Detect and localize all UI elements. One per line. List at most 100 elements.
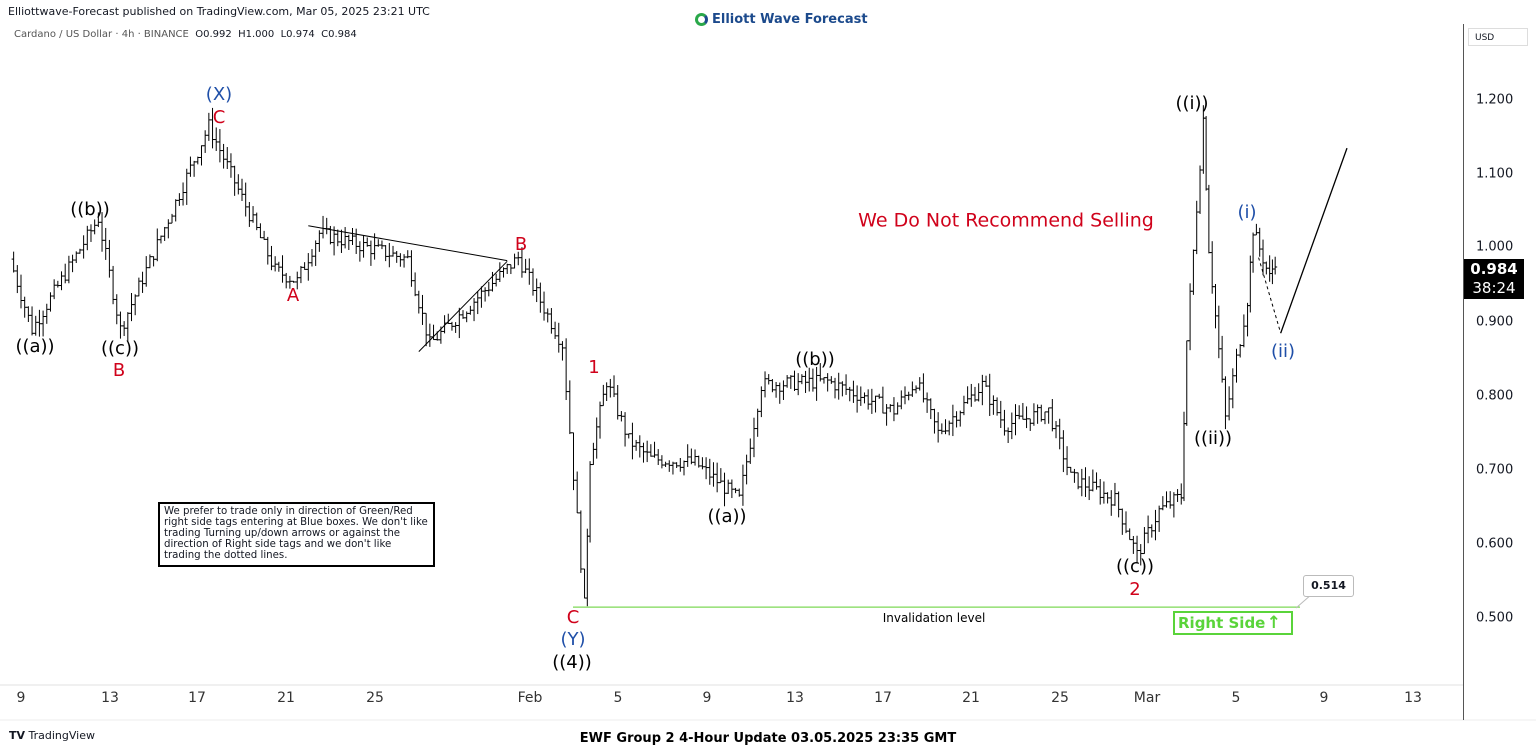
ohlc-bar	[413, 272, 418, 297]
ohlc-bar	[365, 237, 370, 247]
ohlc-bar	[1076, 472, 1081, 490]
ohlc-bar	[700, 457, 705, 470]
ohlc-bar	[594, 417, 599, 459]
ohlc-bar	[1009, 412, 1014, 440]
wave-label: ((i))	[1175, 93, 1209, 114]
right-side-label: Right Side	[1178, 614, 1266, 632]
time-tick: Mar	[1133, 690, 1161, 706]
ohlc-bar	[265, 236, 270, 265]
ohlc-bar	[1054, 421, 1059, 439]
ohlc-bar	[306, 253, 311, 281]
ohlc-bar	[1042, 411, 1047, 425]
ohlc-bar	[402, 254, 407, 268]
ohlc-bar	[715, 462, 720, 493]
ohlc-bar	[1160, 496, 1165, 511]
ohlc-bar	[995, 397, 1000, 416]
ohlc-bar	[634, 439, 639, 451]
ohlc-bar	[954, 411, 959, 428]
ohlc-bar	[140, 271, 145, 293]
ohlc-bar	[486, 281, 491, 297]
ohlc-bar	[96, 212, 101, 228]
ohlc-bar	[895, 402, 900, 415]
wave-label: B	[514, 234, 528, 255]
ohlc-bar	[379, 240, 384, 250]
ohlc-bar	[1050, 399, 1055, 432]
ohlc-bar	[972, 386, 977, 402]
ohlc-bar	[508, 264, 513, 275]
ohlc-bar	[30, 306, 35, 336]
ohlc-bar	[840, 381, 845, 397]
ohlc-bar	[343, 227, 348, 249]
ohlc-bar	[136, 277, 141, 297]
ohlc-bar	[181, 182, 186, 206]
wave-label: C	[212, 107, 226, 128]
ohlc-bar	[693, 449, 698, 466]
ohlc-bar	[1157, 505, 1162, 532]
ohlc-bar	[11, 251, 16, 273]
ohlc-bar	[1020, 402, 1025, 420]
ohlc-bar	[354, 228, 359, 254]
ewf-logo: Elliott Wave Forecast	[695, 12, 868, 27]
ohlc-bar	[862, 392, 867, 404]
ohlc-bar	[357, 241, 362, 262]
ohlc-bar	[1270, 259, 1275, 285]
ohlc-bar	[1216, 305, 1221, 359]
wave-label: (i)	[1237, 202, 1257, 223]
ohlc-bar	[398, 253, 403, 267]
wave-label: ((4))	[552, 652, 592, 673]
ohlc-bar	[575, 471, 580, 514]
ohlc-bar	[505, 263, 510, 274]
ohlc-bar	[770, 379, 775, 393]
currency-label[interactable]: USD	[1468, 28, 1528, 46]
ohlc-bar	[287, 275, 292, 289]
ohlc-bar	[118, 311, 123, 339]
ohlc-bars	[11, 105, 1278, 607]
ohlc-bar	[81, 235, 86, 259]
projection-dotted-line	[1258, 257, 1282, 334]
ohlc-bar	[74, 251, 79, 264]
ohlc-bar	[825, 373, 830, 392]
ohlc-bar	[799, 374, 804, 385]
ohlc-bar	[722, 472, 727, 507]
ohlc-bar	[280, 255, 285, 283]
ohlc-bar	[1213, 283, 1218, 329]
ohlc-bar	[1112, 482, 1117, 506]
ohlc-bar	[588, 461, 593, 543]
ohlc-bar	[604, 382, 609, 402]
arrow-up-icon: ↑	[1266, 613, 1281, 633]
ohlc-bar	[298, 265, 303, 284]
ohlc-bar	[350, 227, 355, 246]
ohlc-bar	[449, 321, 454, 331]
ohlc-bar	[545, 308, 550, 323]
symbol-legend[interactable]: Cardano / US Dollar · 4h · BINANCE O0.99…	[14, 29, 357, 40]
price-axis[interactable]	[1463, 24, 1536, 720]
logo-icon	[695, 13, 708, 26]
low-value: L0.974	[280, 29, 315, 40]
ohlc-bar	[766, 374, 771, 385]
ohlc-bar	[144, 256, 149, 287]
ohlc-bar	[221, 143, 226, 169]
ohlc-bar	[1142, 527, 1147, 555]
tradingview-brand[interactable]: TV TradingView	[9, 729, 95, 742]
ohlc-bar	[1094, 472, 1099, 490]
ohlc-bar	[44, 303, 49, 324]
ohlc-bar	[987, 373, 992, 416]
wave-label: B	[112, 360, 126, 381]
ohlc-bar	[170, 213, 175, 224]
price-tick: 0.700	[1476, 462, 1514, 478]
ohlc-bar	[368, 240, 373, 266]
ohlc-bar	[556, 322, 561, 353]
ohlc-bar	[807, 367, 812, 392]
ohlc-bar	[324, 217, 329, 235]
ohlc-bar	[37, 309, 42, 337]
wave-label: 1	[588, 357, 600, 378]
ohlc-bar	[1206, 184, 1211, 254]
ohlc-bar	[623, 412, 628, 447]
ohlc-bar	[1127, 528, 1132, 541]
ohlc-bar	[1261, 239, 1266, 276]
ohlc-bar	[1201, 105, 1206, 174]
ohlc-bar	[527, 258, 532, 285]
ohlc-bar	[947, 420, 952, 436]
ohlc-bar	[682, 460, 686, 476]
